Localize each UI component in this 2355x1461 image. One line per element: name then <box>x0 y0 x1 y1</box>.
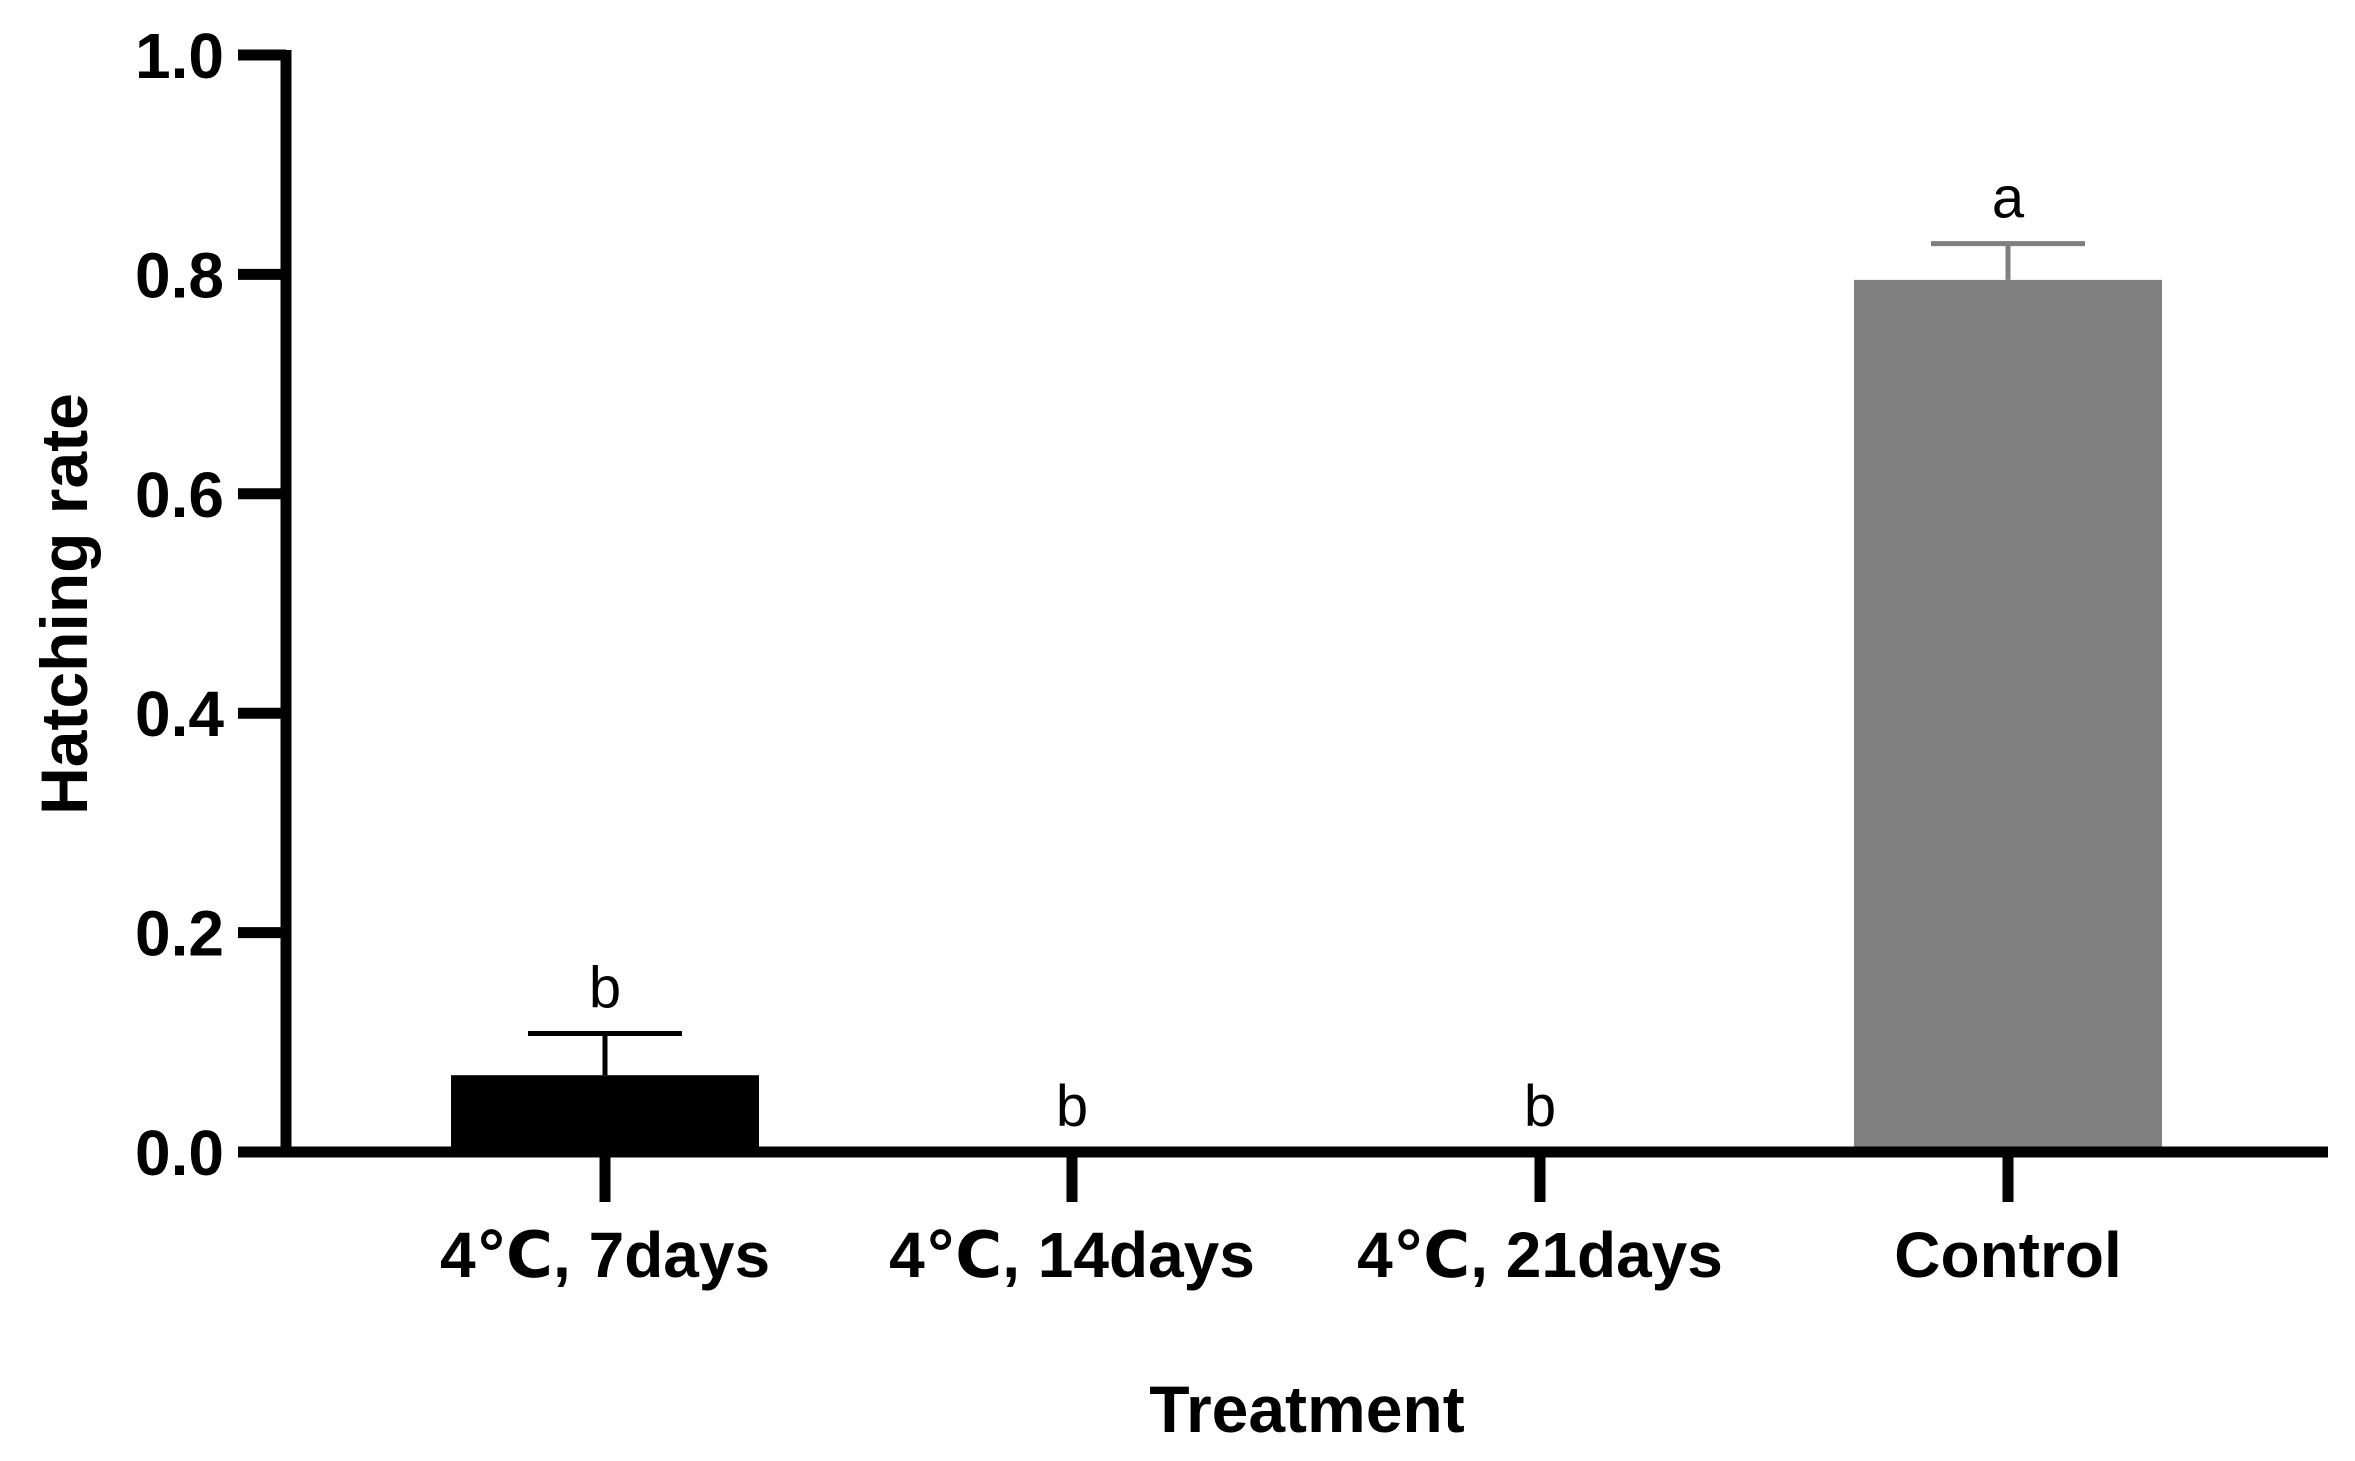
bar <box>1854 279 2162 1152</box>
x-tick-label: Control <box>1894 1219 2122 1291</box>
significance-letter: a <box>1992 166 2025 231</box>
y-tick-label: 1.0 <box>135 20 224 92</box>
significance-letter: b <box>589 956 621 1021</box>
bars-layer <box>451 279 2162 1152</box>
x-tick-label: 4℃, 14days <box>889 1219 1255 1291</box>
significance-letters-layer: b b b a <box>589 166 2025 1139</box>
significance-letter: b <box>1524 1074 1556 1139</box>
y-tick-label: 0.0 <box>135 1117 224 1189</box>
x-axis-title: Treatment <box>1149 1372 1464 1446</box>
y-tick-label: 0.6 <box>135 459 224 531</box>
y-axis-title: Hatching rate <box>27 393 101 815</box>
error-bars-layer <box>528 241 2085 1076</box>
y-tick-label: 0.2 <box>135 898 224 970</box>
x-tick-label: 4℃, 7days <box>440 1219 770 1291</box>
y-tick-label: 0.4 <box>135 678 224 750</box>
x-tick-label: 4℃, 21days <box>1357 1219 1723 1291</box>
significance-letter: b <box>1056 1074 1088 1139</box>
x-ticks-layer: 4℃, 7days 4℃, 14days 4℃, 21days Control <box>440 1152 2122 1291</box>
y-ticks-layer: 0.0 0.2 0.4 0.6 0.8 1.0 <box>135 20 286 1189</box>
y-tick-label: 0.8 <box>135 239 224 311</box>
axes-layer <box>280 50 2328 1158</box>
bar <box>451 1075 759 1152</box>
